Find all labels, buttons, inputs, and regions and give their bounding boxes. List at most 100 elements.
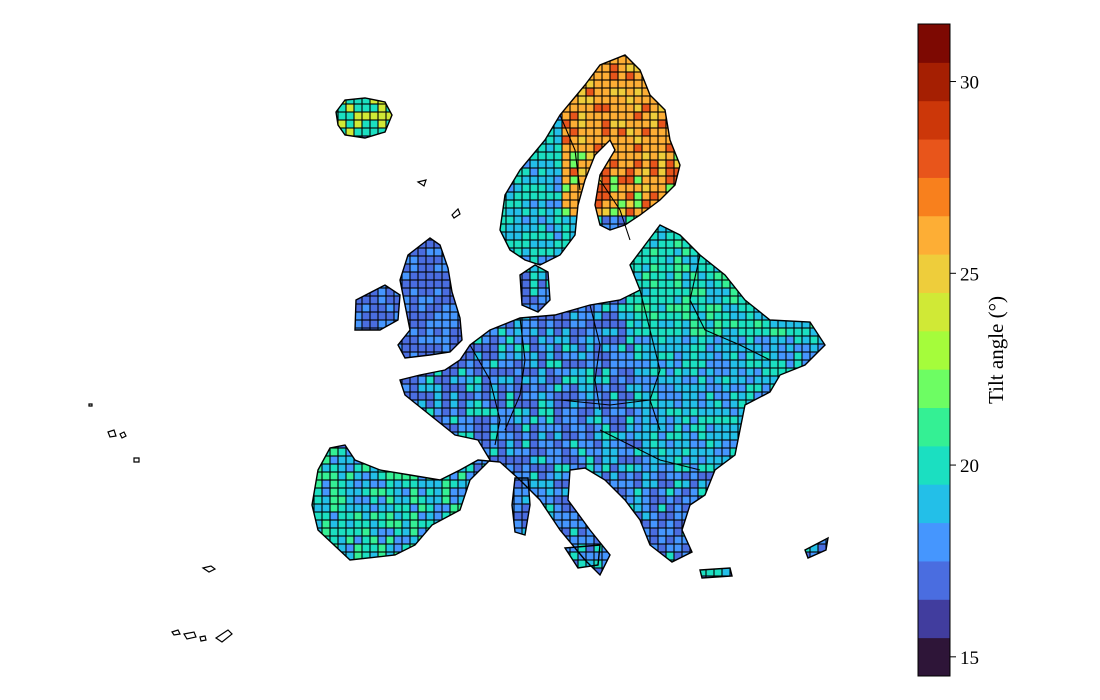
- grid-cell: [314, 88, 322, 96]
- grid-cell: [834, 144, 842, 152]
- grid-cell: [394, 240, 402, 248]
- grid-cell: [466, 112, 474, 120]
- grid-cell: [442, 184, 450, 192]
- grid-cell: [810, 560, 818, 568]
- grid-cell: [458, 160, 466, 168]
- grid-cell: [810, 304, 818, 312]
- grid-cell: [818, 576, 826, 578]
- grid-cell: [434, 576, 442, 578]
- grid-cell: [770, 256, 778, 264]
- grid-cell: [650, 584, 658, 592]
- grid-cell: [298, 104, 306, 112]
- grid-cell: [314, 288, 322, 296]
- grid-cell: [442, 88, 450, 96]
- grid-cell: [770, 480, 778, 488]
- grid-cell: [354, 560, 362, 568]
- grid-cell: [754, 184, 762, 192]
- grid-cell: [450, 224, 458, 232]
- grid-cell: [354, 208, 362, 216]
- grid-cell: [706, 55, 714, 56]
- grid-cell: [810, 232, 818, 240]
- grid-cell: [810, 120, 818, 128]
- grid-cell: [690, 520, 698, 528]
- grid-cell: [546, 592, 554, 600]
- grid-cell: [370, 224, 378, 232]
- grid-cell: [794, 480, 802, 488]
- grid-cell: [354, 176, 362, 184]
- grid-cell: [762, 296, 770, 304]
- grid-cell: [802, 416, 810, 424]
- grid-cell: [394, 136, 402, 144]
- grid-cell: [490, 80, 498, 88]
- grid-cell: [706, 64, 714, 72]
- grid-cell: [298, 336, 306, 344]
- grid-cell: [690, 72, 698, 80]
- grid-cell: [778, 392, 786, 400]
- grid-cell: [674, 584, 682, 592]
- grid-cell: [378, 424, 386, 432]
- grid-cell: [498, 544, 506, 552]
- grid-cell: [466, 120, 474, 128]
- grid-cell: [602, 488, 610, 496]
- grid-cell: [834, 192, 842, 200]
- grid-cell: [410, 552, 418, 560]
- grid-cell: [738, 88, 746, 96]
- grid-cell: [322, 544, 330, 552]
- grid-cell: [714, 496, 722, 504]
- grid-cell: [746, 120, 754, 128]
- grid-cell: [458, 184, 466, 192]
- grid-cell: [386, 440, 394, 448]
- grid-cell: [378, 208, 386, 216]
- grid-cell: [418, 232, 426, 240]
- grid-cell: [762, 55, 770, 56]
- grid-cell: [578, 240, 586, 248]
- grid-cell: [570, 592, 578, 600]
- grid-cell: [762, 120, 770, 128]
- grid-cell: [786, 512, 794, 520]
- grid-cell: [754, 288, 762, 296]
- grid-cell: [506, 56, 514, 64]
- grid-cell: [754, 208, 762, 216]
- grid-cell: [802, 176, 810, 184]
- grid-cell: [738, 40, 746, 48]
- grid-cell: [490, 472, 498, 480]
- grid-cell: [826, 104, 828, 112]
- grid-cell: [770, 472, 778, 480]
- grid-cell: [610, 568, 618, 576]
- grid-cell: [386, 592, 394, 600]
- grid-cell: [394, 584, 402, 592]
- grid-cell: [450, 112, 458, 120]
- grid-cell: [466, 40, 474, 48]
- grid-cell: [538, 512, 546, 520]
- grid-cell: [778, 456, 786, 464]
- grid-cell: [386, 152, 394, 160]
- grid-cell: [402, 584, 410, 592]
- grid-cell: [818, 512, 826, 520]
- grid-cell: [706, 176, 714, 184]
- colorbar-segment: [918, 62, 950, 102]
- grid-cell: [546, 536, 554, 544]
- grid-cell: [762, 304, 770, 312]
- grid-cell: [690, 536, 698, 544]
- grid-cell: [810, 208, 818, 216]
- grid-cell: [786, 440, 794, 448]
- grid-cell: [346, 320, 354, 328]
- grid-cell: [730, 176, 738, 184]
- grid-cell: [338, 55, 346, 56]
- grid-cell: [794, 384, 802, 392]
- grid-cell: [314, 192, 322, 200]
- grid-cell: [722, 88, 730, 96]
- grid-cell: [754, 296, 762, 304]
- grid-cell: [682, 192, 690, 200]
- grid-cell: [490, 56, 498, 64]
- grid-cell: [610, 520, 618, 528]
- grid-cell: [394, 408, 402, 416]
- grid-cell: [682, 96, 690, 104]
- grid-cell: [738, 256, 746, 264]
- colorbar-segment: [918, 177, 950, 217]
- grid-cell: [482, 128, 490, 136]
- grid-cell: [714, 584, 722, 592]
- grid-cell: [754, 128, 762, 136]
- grid-cell: [466, 176, 474, 184]
- coastline: [311, 224, 826, 577]
